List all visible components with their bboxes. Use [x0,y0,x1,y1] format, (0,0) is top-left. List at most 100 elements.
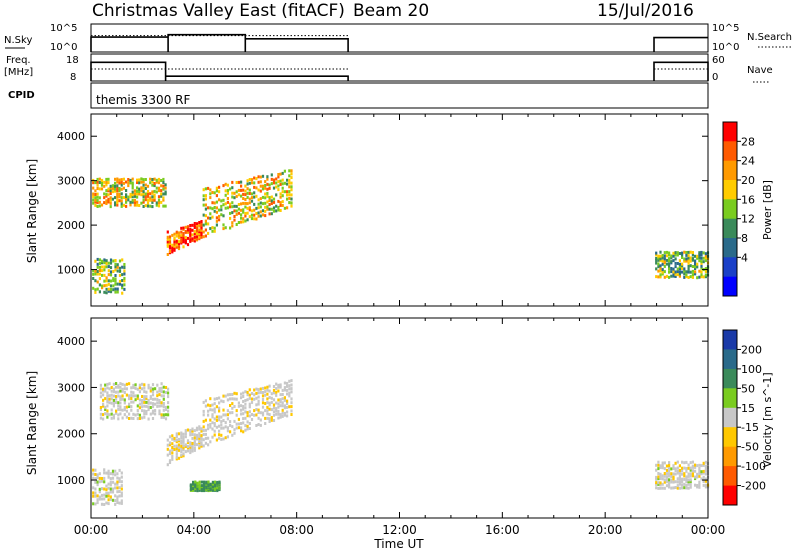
echo-cell [162,405,165,409]
echo-cell [272,206,276,210]
echo-cell [202,409,205,413]
echo-cell [281,408,284,412]
echo-cell [205,486,208,490]
echo-cell [96,262,99,266]
echo-cell [246,218,249,222]
echo-cell [207,216,210,220]
echo-cell [694,272,697,276]
echo-cell [659,486,662,490]
echo-cell [195,222,199,226]
echo-cell [213,407,216,411]
echo-cell [244,212,247,215]
echo-cell [198,221,201,224]
echo-cell [678,480,681,484]
echo-cell [180,439,183,443]
echo-cell [107,181,110,185]
echo-cell [281,388,284,392]
echo-cell [659,477,662,480]
echo-cell [246,414,249,418]
echo-cell [689,472,692,476]
echo-cell [681,460,684,464]
echo-cell [202,413,205,417]
echo-cell [698,483,701,487]
echo-cell [209,425,212,429]
echo-cell [231,191,234,195]
echo-cell [107,502,110,506]
echo-cell [689,256,692,260]
echo-cell [222,203,225,207]
echo-cell [129,181,132,185]
echo-cell [98,495,101,499]
echo-cell [94,181,97,185]
echo-cell [118,266,122,270]
echo-cell [132,412,135,416]
echo-cell [103,284,106,288]
echo-cell [127,198,130,202]
echo-cell [105,183,108,187]
echo-cell [704,477,707,481]
echo-cell [674,480,677,484]
echo-cell [200,225,203,229]
echo-cell [119,408,122,412]
echo-cell [242,430,245,434]
echo-cell [242,412,245,416]
y-tick-label: 2000 [57,428,85,441]
echo-cell [275,412,278,416]
echo-cell [687,472,690,476]
echo-cell [200,442,203,446]
echo-cell [231,205,234,209]
echo-cell [277,389,280,393]
echo-cell [237,211,240,215]
echo-cell [177,242,181,246]
echo-cell [195,433,199,437]
echo-cell [106,391,109,395]
echo-cell [191,237,194,241]
echo-cell [105,199,108,203]
echo-cell [246,202,249,206]
echo-cell [106,404,109,408]
echo-cell [107,193,110,197]
echo-cell [117,417,120,421]
echo-cell [248,208,251,212]
echo-cell [261,187,265,191]
echo-cell [191,233,194,237]
echo-cell [211,484,214,488]
echo-cell [122,196,125,200]
echo-cell [229,430,232,434]
echo-cell [685,251,688,254]
echo-cell [683,267,686,271]
echo-cell [151,390,155,394]
echo-cell [290,181,293,185]
echo-cell [114,189,117,193]
echo-cell [237,426,240,430]
echo-cell [261,413,265,417]
echo-cell [195,234,199,238]
echo-cell [120,480,123,484]
echo-cell [246,206,249,210]
echo-cell [149,204,152,208]
echo-cell [151,195,154,199]
echo-cell [681,270,684,274]
echo-cell [681,256,684,259]
echo-cell [118,187,121,190]
echo-cell [685,460,688,464]
colorbar-swatch [723,257,737,278]
echo-cell [98,261,101,265]
echo-cell [117,390,120,394]
echo-cell [96,480,99,484]
echo-cell [253,191,256,195]
echo-cell [259,184,262,188]
echo-cell [215,210,218,214]
echo-cell [244,193,247,197]
echo-cell [166,242,169,246]
echo-cell [246,390,249,394]
echo-cell [198,425,201,429]
echo-cell [186,428,190,432]
echo-cell [192,480,195,484]
echo-cell [136,200,139,204]
echo-cell [151,190,154,194]
echo-cell [261,213,265,217]
echo-cell [112,387,115,391]
x-tick-label: 12:00 [382,523,417,537]
echo-cell [177,236,181,240]
